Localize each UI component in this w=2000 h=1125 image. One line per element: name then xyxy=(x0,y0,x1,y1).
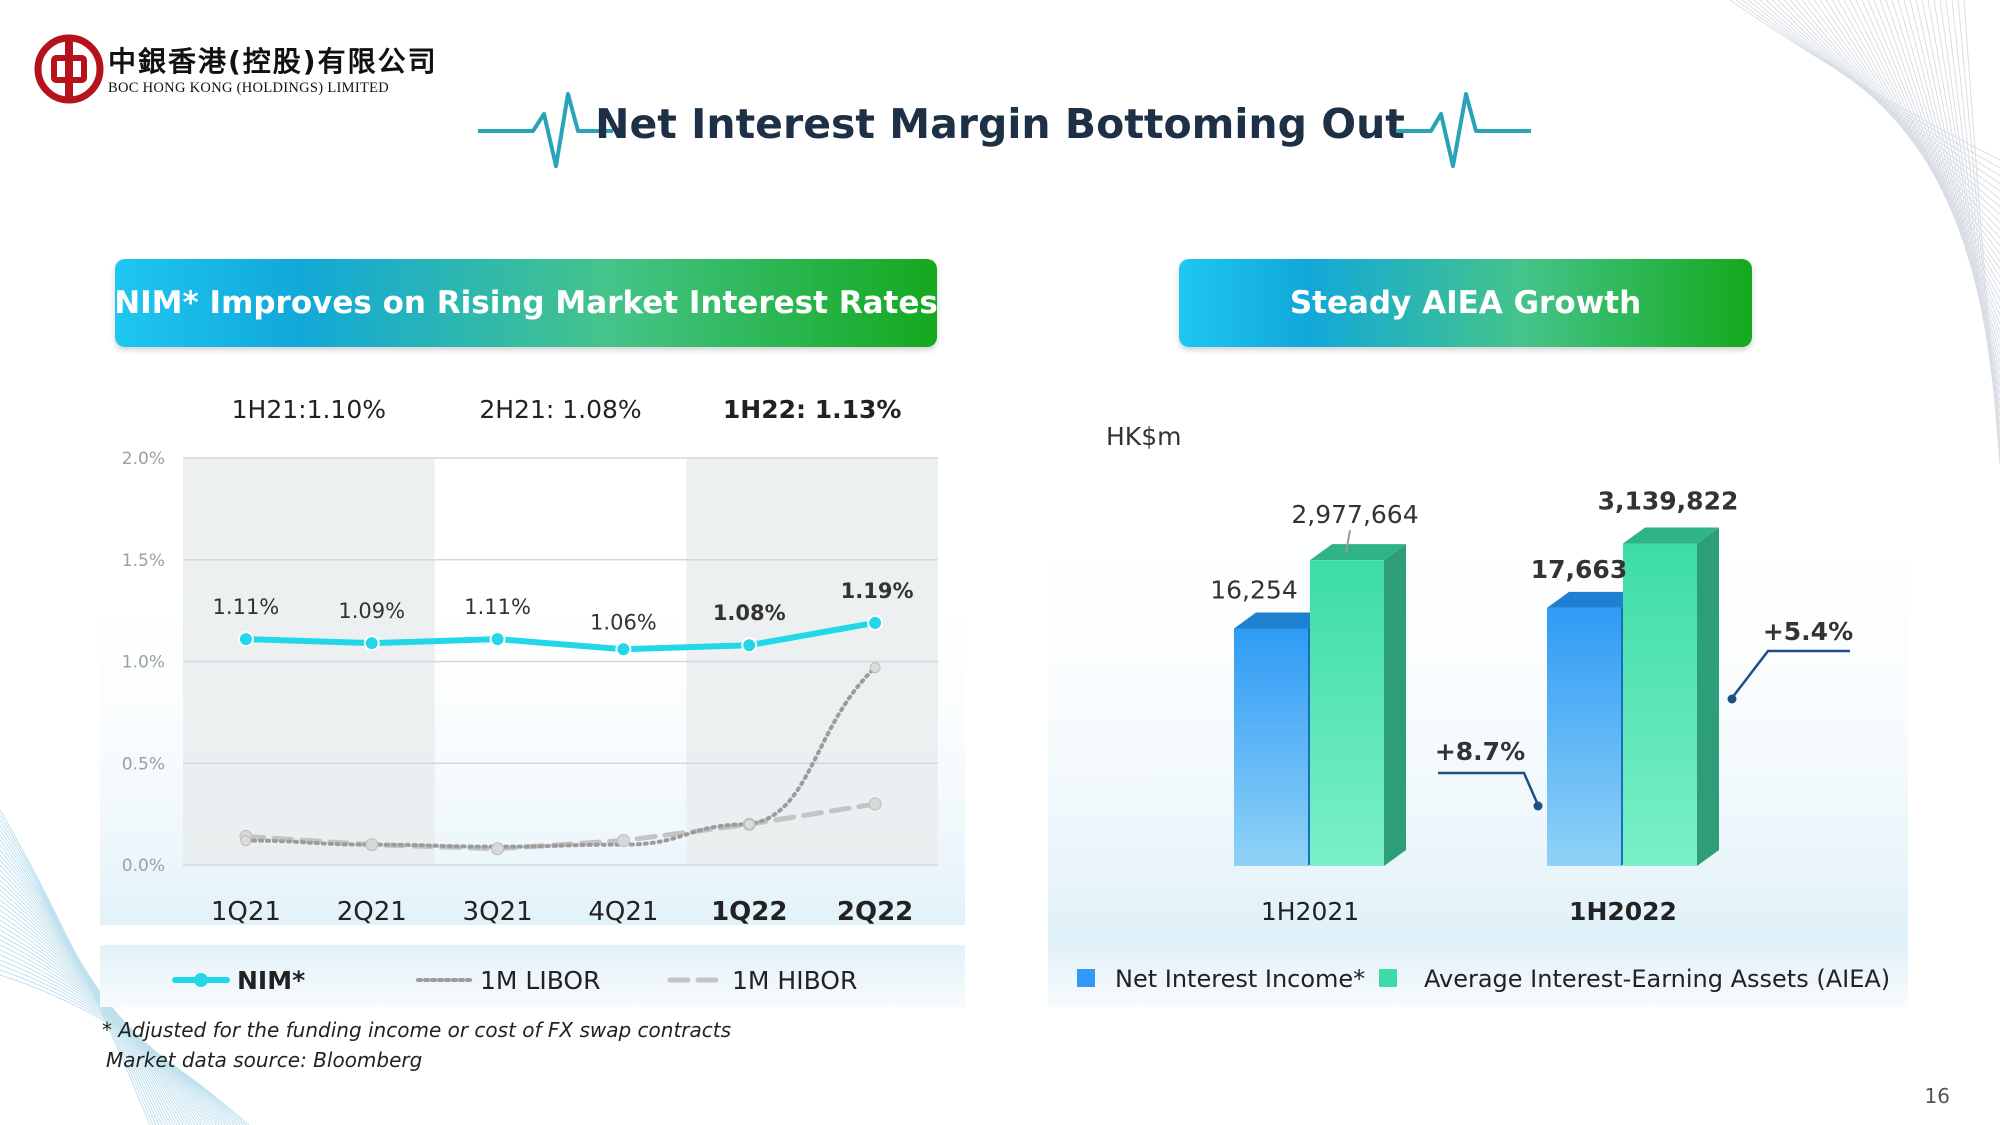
bar-plot-background xyxy=(1048,495,1908,945)
nim-data-label: 1.11% xyxy=(213,595,280,619)
bar-aiea-side xyxy=(1384,544,1406,866)
deco-stripe xyxy=(0,954,238,1125)
growth-callout-dot xyxy=(1533,801,1543,811)
data-point-nim xyxy=(489,631,506,648)
nim-data-label: 1.11% xyxy=(464,595,531,619)
value-label-aiea: 3,139,822 xyxy=(1598,487,1739,516)
deco-stripe xyxy=(0,929,223,1125)
legend-swatch-net-interest-income xyxy=(1077,969,1095,987)
legend-label-nim: NIM* xyxy=(237,966,305,995)
bar-aiea xyxy=(1623,543,1697,866)
data-point-1m-hibor xyxy=(365,838,379,852)
legend-background xyxy=(1048,945,1908,1007)
boc-logo-icon xyxy=(34,34,104,104)
x-tick-label: 4Q21 xyxy=(588,897,658,927)
period-label: 1H21:1.10% xyxy=(232,395,386,424)
deco-stripe xyxy=(0,889,199,1125)
data-point-1m-hibor xyxy=(491,842,505,856)
data-point-nim xyxy=(741,637,758,654)
footnote-source: Market data source: Bloomberg xyxy=(106,1048,423,1072)
y-tick-label: 1.5% xyxy=(122,551,165,571)
deco-stripe xyxy=(0,949,235,1125)
growth-label-aiea: +5.4% xyxy=(1763,617,1853,646)
nim-data-label: 1.08% xyxy=(713,601,786,625)
growth-callout-dot xyxy=(1727,694,1737,704)
page-number: 16 xyxy=(1924,1084,1950,1108)
x-tick-label: 1Q21 xyxy=(211,897,281,927)
nim-data-label: 1.19% xyxy=(841,579,914,603)
aiea-bar-chart: HK$m 16,254 2,977,664 17,663 3,139,822 +8.7… xyxy=(1048,422,1908,1007)
deco-stripe xyxy=(0,974,250,1125)
deco-stripe xyxy=(0,944,232,1125)
page-title: Net Interest Margin Bottoming Out xyxy=(595,100,1405,148)
y-tick-label: 0.5% xyxy=(122,754,165,774)
deco-stripe xyxy=(0,894,202,1125)
nim-banner: NIM* Improves on Rising Market Interest … xyxy=(114,259,938,347)
pulse-line-left-icon xyxy=(478,92,613,168)
x-tick-label: 1H2021 xyxy=(1261,897,1359,926)
x-tick-label: 2Q21 xyxy=(337,897,407,927)
y-tick-label: 1.0% xyxy=(122,653,165,673)
x-tick-label: 3Q21 xyxy=(463,897,533,927)
bar-aiea-top xyxy=(1310,544,1406,561)
bar-aiea-side xyxy=(1697,527,1719,866)
value-leader-line xyxy=(1345,530,1351,553)
data-point-1m-libor xyxy=(240,835,252,847)
y-tick-label: 2.0% xyxy=(122,449,165,469)
x-tick-label: 1Q22 xyxy=(711,897,787,927)
legend-label-1m-hibor: 1M HIBOR xyxy=(732,966,857,995)
logo-english-name: BOC HONG KONG (HOLDINGS) LIMITED xyxy=(108,80,390,96)
x-tick-label: 2Q22 xyxy=(837,897,913,927)
legend-swatch-aiea xyxy=(1379,969,1397,987)
data-point-1m-hibor xyxy=(616,834,630,848)
growth-callout-line-aiea xyxy=(1731,649,1850,699)
deco-stripe xyxy=(1963,0,2000,465)
data-point-nim xyxy=(867,614,884,631)
legend-label-1m-libor: 1M LIBOR xyxy=(480,966,600,995)
deco-stripe xyxy=(0,934,226,1125)
deco-stripe xyxy=(0,964,244,1125)
deco-stripe xyxy=(0,899,205,1125)
y-tick-label: 0.0% xyxy=(122,856,165,876)
nim-data-label: 1.06% xyxy=(590,610,657,634)
series-line-nim xyxy=(242,619,879,653)
data-point-nim xyxy=(237,631,254,648)
legend-label-aiea: Average Interest-Earning Assets (AIEA) xyxy=(1424,965,1890,993)
data-point-1m-libor xyxy=(869,662,881,674)
x-tick-label: 1H2022 xyxy=(1569,897,1677,926)
bar-net-interest-income-top xyxy=(1234,612,1330,629)
deco-stripe xyxy=(0,959,241,1125)
period-label: 1H22: 1.13% xyxy=(723,395,902,424)
growth-callout-line-nii xyxy=(1438,771,1540,806)
nim-data-label: 1.09% xyxy=(338,599,405,623)
bar-net-interest-income-top xyxy=(1547,591,1643,608)
bar-aiea xyxy=(1310,560,1384,866)
pulse-line-right-icon xyxy=(1396,92,1531,168)
period-label: 2H21: 1.08% xyxy=(479,395,641,424)
deco-stripe xyxy=(0,939,229,1125)
data-point-1m-hibor xyxy=(868,797,882,811)
value-label-nii: 17,663 xyxy=(1531,555,1627,584)
unit-label: HK$m xyxy=(1106,422,1181,451)
data-point-1m-libor xyxy=(743,818,755,830)
data-point-nim xyxy=(615,641,632,658)
legend-marker xyxy=(194,973,208,987)
aiea-banner: Steady AIEA Growth xyxy=(1179,259,1752,347)
bar-net-interest-income xyxy=(1234,628,1308,866)
legend-label-net-interest-income: Net Interest Income* xyxy=(1115,965,1365,993)
deco-stripe xyxy=(0,969,247,1125)
data-point-nim xyxy=(363,635,380,652)
nim-line-chart: 0.0% 0.5% 1.0% 1.5% 2.0% 1H21:1.10% 2H21: 1.0… xyxy=(100,395,965,1007)
footnote-adjusted: * Adjusted for the funding income or cos… xyxy=(102,1018,732,1042)
series-line-1m-libor xyxy=(243,665,878,849)
bar-aiea-top xyxy=(1623,527,1719,544)
bar-net-interest-income xyxy=(1547,607,1621,866)
value-label-aiea: 2,977,664 xyxy=(1291,500,1418,529)
legend-background xyxy=(100,945,965,1007)
logo-chinese-name: 中銀香港(控股)有限公司 xyxy=(108,45,438,78)
value-label-nii: 16,254 xyxy=(1210,575,1297,604)
growth-label-nii: +8.7% xyxy=(1435,737,1525,766)
